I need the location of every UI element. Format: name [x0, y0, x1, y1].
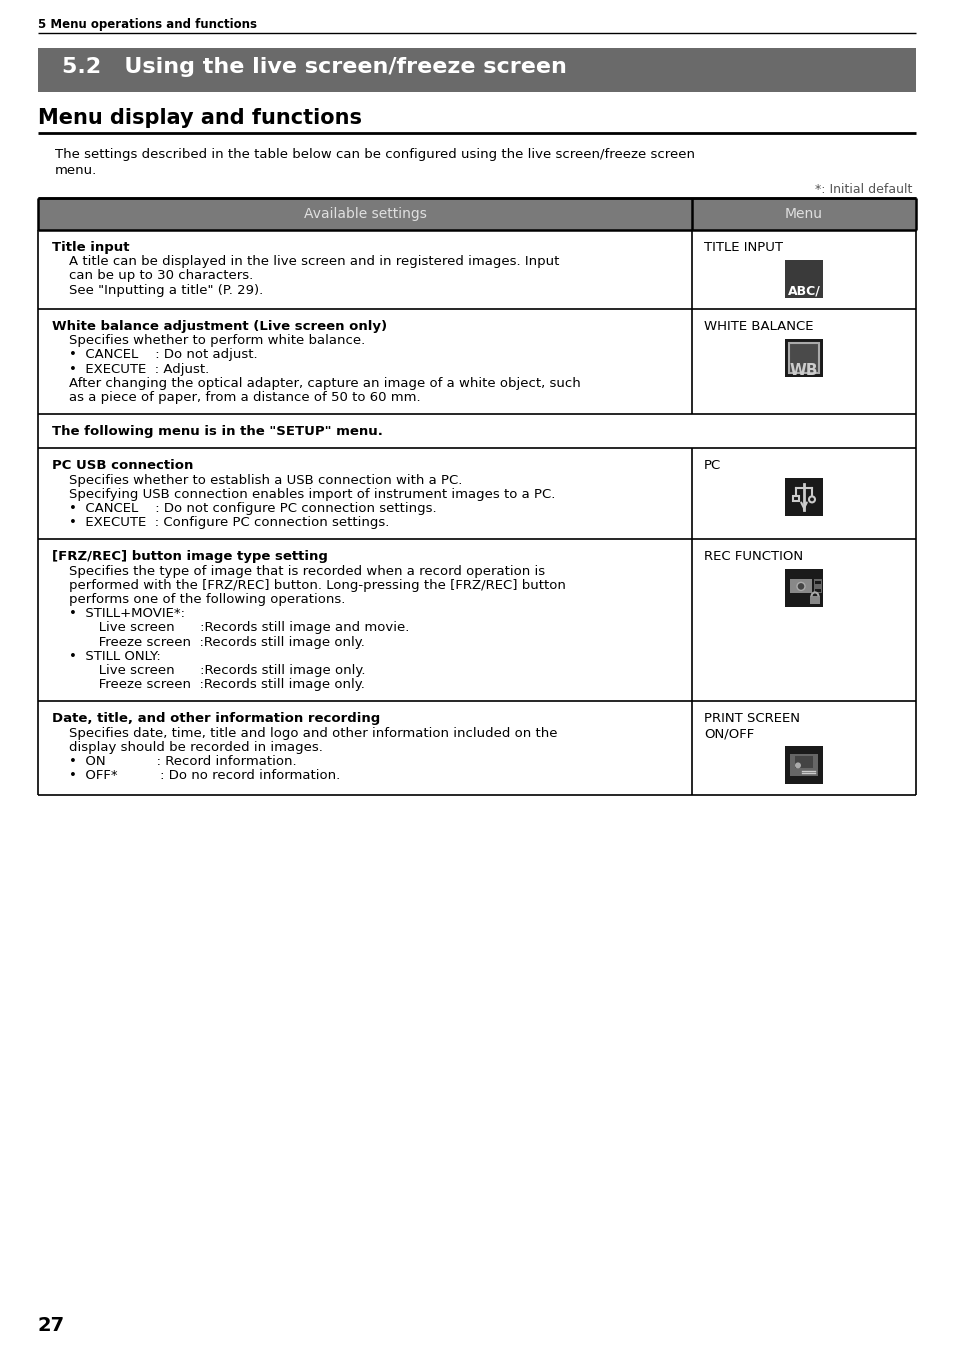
Text: Freeze screen  :Records still image only.: Freeze screen :Records still image only. — [52, 679, 364, 691]
Text: TITLE INPUT: TITLE INPUT — [703, 241, 782, 254]
Text: •  CANCEL    : Do not configure PC connection settings.: • CANCEL : Do not configure PC connectio… — [52, 502, 436, 515]
Text: Live screen      :Records still image and movie.: Live screen :Records still image and mov… — [52, 622, 409, 634]
Text: Menu display and functions: Menu display and functions — [38, 108, 361, 128]
Bar — [784, 479, 822, 516]
Text: ABC/: ABC/ — [787, 284, 820, 297]
Text: Available settings: Available settings — [303, 207, 426, 220]
Text: The settings described in the table below can be configured using the live scree: The settings described in the table belo… — [55, 147, 695, 161]
Text: performed with the [FRZ/REC] button. Long-pressing the [FRZ/REC] button: performed with the [FRZ/REC] button. Lon… — [52, 579, 565, 592]
Text: 27: 27 — [38, 1315, 65, 1334]
Text: [FRZ/REC] button image type setting: [FRZ/REC] button image type setting — [52, 550, 328, 564]
Text: The following menu is in the "SETUP" menu.: The following menu is in the "SETUP" men… — [52, 425, 382, 438]
Text: •  OFF*          : Do no record information.: • OFF* : Do no record information. — [52, 769, 340, 783]
Text: ON/OFF: ON/OFF — [703, 727, 754, 741]
Text: 5 Menu operations and functions: 5 Menu operations and functions — [38, 18, 256, 31]
Text: Specifies the type of image that is recorded when a record operation is: Specifies the type of image that is reco… — [52, 565, 544, 577]
Bar — [788, 343, 818, 373]
Text: •  EXECUTE  : Adjust.: • EXECUTE : Adjust. — [52, 362, 209, 376]
Text: •  STILL ONLY:: • STILL ONLY: — [52, 650, 161, 662]
Text: performs one of the following operations.: performs one of the following operations… — [52, 594, 345, 606]
Text: menu.: menu. — [55, 164, 97, 177]
Text: Specifies whether to perform white balance.: Specifies whether to perform white balan… — [52, 334, 365, 347]
Text: Date, title, and other information recording: Date, title, and other information recor… — [52, 713, 380, 726]
Bar — [784, 569, 822, 607]
Text: PC USB connection: PC USB connection — [52, 460, 193, 472]
Text: See "Inputting a title" (P. 29).: See "Inputting a title" (P. 29). — [52, 284, 263, 296]
Text: REC FUNCTION: REC FUNCTION — [703, 550, 802, 564]
Text: •  EXECUTE  : Configure PC connection settings.: • EXECUTE : Configure PC connection sett… — [52, 516, 389, 529]
Text: A title can be displayed in the live screen and in registered images. Input: A title can be displayed in the live scr… — [52, 256, 558, 268]
Text: •  STILL+MOVIE*:: • STILL+MOVIE*: — [52, 607, 185, 621]
Text: WHITE BALANCE: WHITE BALANCE — [703, 320, 813, 333]
Circle shape — [794, 763, 801, 768]
Text: display should be recorded in images.: display should be recorded in images. — [52, 741, 322, 754]
Bar — [813, 580, 821, 594]
Bar — [38, 197, 915, 230]
Text: After changing the optical adapter, capture an image of a white object, such: After changing the optical adapter, capt… — [52, 377, 580, 389]
Bar — [784, 339, 822, 377]
Text: can be up to 30 characters.: can be up to 30 characters. — [52, 269, 253, 283]
Text: Specifying USB connection enables import of instrument images to a PC.: Specifying USB connection enables import… — [52, 488, 555, 500]
Bar — [784, 746, 822, 784]
Bar — [38, 49, 915, 92]
Text: •  CANCEL    : Do not adjust.: • CANCEL : Do not adjust. — [52, 349, 257, 361]
Bar — [814, 589, 821, 592]
Text: Menu: Menu — [784, 207, 822, 220]
Bar — [789, 754, 817, 776]
Bar — [814, 581, 821, 584]
Bar — [789, 580, 811, 594]
Bar — [792, 496, 799, 502]
Text: *: Initial default: *: Initial default — [814, 183, 911, 196]
Text: Freeze screen  :Records still image only.: Freeze screen :Records still image only. — [52, 635, 364, 649]
Text: Live screen      :Records still image only.: Live screen :Records still image only. — [52, 664, 365, 677]
Text: •  ON            : Record information.: • ON : Record information. — [52, 754, 296, 768]
Text: Title input: Title input — [52, 241, 130, 254]
Text: Specifies whether to establish a USB connection with a PC.: Specifies whether to establish a USB con… — [52, 473, 462, 487]
Text: PC: PC — [703, 460, 720, 472]
Text: WB: WB — [789, 362, 818, 379]
Text: Specifies date, time, title and logo and other information included on the: Specifies date, time, title and logo and… — [52, 726, 557, 740]
Text: White balance adjustment (Live screen only): White balance adjustment (Live screen on… — [52, 320, 387, 333]
Circle shape — [796, 583, 804, 591]
Text: 5.2   Using the live screen/freeze screen: 5.2 Using the live screen/freeze screen — [62, 57, 566, 77]
Text: as a piece of paper, from a distance of 50 to 60 mm.: as a piece of paper, from a distance of … — [52, 391, 420, 404]
Bar — [784, 260, 822, 297]
Bar — [794, 756, 812, 768]
Bar — [809, 596, 820, 604]
Text: PRINT SCREEN: PRINT SCREEN — [703, 713, 800, 726]
